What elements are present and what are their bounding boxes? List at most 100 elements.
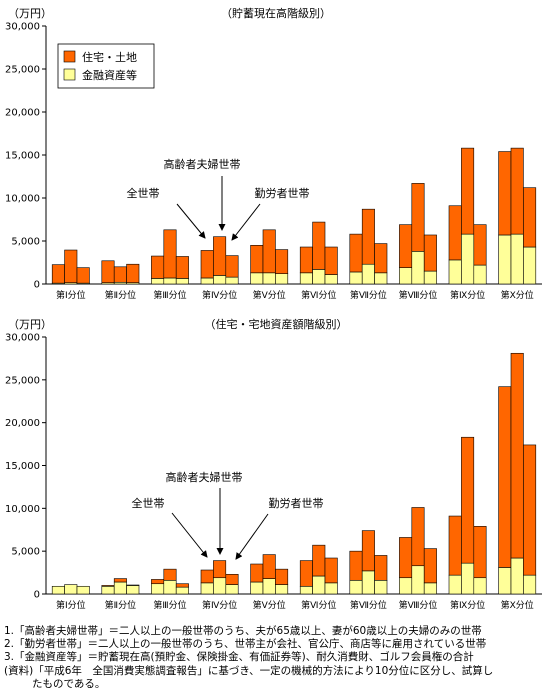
- x-tick-label: 第Ⅴ分位: [253, 599, 286, 611]
- bar-segment-housing: [175, 583, 189, 588]
- bar-segment-financial: [473, 577, 487, 595]
- bar-segment-financial: [510, 233, 524, 285]
- bar-segment-financial: [126, 585, 140, 595]
- annotation-box: [121, 185, 165, 201]
- bar-segment-financial: [498, 567, 512, 595]
- annotation-arrow: [176, 203, 206, 239]
- bar-segment-financial: [374, 579, 388, 595]
- bar-segment-financial: [175, 586, 189, 595]
- bar-segment-financial: [361, 263, 375, 285]
- bar-segment-housing: [113, 578, 127, 583]
- x-tick-label: 第Ⅳ分位: [202, 599, 237, 611]
- bar-segment-housing: [361, 208, 375, 265]
- bar-segment-housing: [225, 255, 239, 278]
- chart-housing-asset-class: （住宅・宅地資産額階級別） （万円） 0 5,000 10,000 15,000 20,00…: [5, 317, 542, 611]
- y-tick-label: 5,000: [11, 547, 40, 558]
- bar-segment-financial: [225, 584, 239, 595]
- bar-segment-financial: [523, 246, 537, 285]
- bar-segment-financial: [361, 570, 375, 595]
- x-tick-label: 第Ⅸ分位: [450, 289, 485, 301]
- annotation-label: 高齢者夫婦世帯: [166, 470, 243, 484]
- bar-segment-financial: [151, 583, 165, 595]
- bar-segment-housing: [262, 554, 276, 579]
- bar-segment-housing: [76, 267, 90, 284]
- bar-segment-housing: [349, 550, 363, 581]
- bar-segment-financial: [312, 575, 326, 595]
- bar-segment-housing: [51, 264, 65, 284]
- legend-label-housing: 住宅・土地: [82, 50, 137, 64]
- x-tick-label: 第Ⅸ分位: [450, 599, 485, 611]
- y-tick-label: 25,000: [5, 65, 40, 76]
- bar-segment-housing: [275, 568, 289, 585]
- bar-segment-housing: [262, 229, 276, 274]
- bar-segment-financial: [399, 267, 413, 285]
- annotation-label: 全世帯: [127, 186, 160, 200]
- bar-segment-housing: [213, 236, 227, 276]
- x-tick-label: 第Ⅱ分位: [105, 599, 136, 611]
- bar-segment-housing: [423, 234, 437, 272]
- bar-segment-financial: [312, 269, 326, 285]
- y-tick-label: 20,000: [5, 418, 40, 429]
- bar-segment-housing: [448, 205, 462, 261]
- bar-segment-financial: [275, 584, 289, 595]
- bar-segment-housing: [64, 249, 78, 284]
- x-tick-label: 第Ⅵ分位: [301, 289, 336, 301]
- bar-segment-housing: [399, 537, 413, 579]
- bar-segment-housing: [113, 266, 127, 283]
- annotation-box: [160, 469, 248, 485]
- bar-segment-financial: [448, 574, 462, 595]
- bar-segment-housing: [101, 260, 115, 284]
- bar-segment-housing: [523, 444, 537, 576]
- x-tick-label: 第Ⅱ分位: [105, 289, 136, 301]
- y-tick-label: 15,000: [5, 461, 40, 472]
- x-tick-label: 第Ⅶ分位: [350, 599, 387, 611]
- bar-segment-housing: [151, 579, 165, 585]
- x-tick-label: 第Ⅳ分位: [202, 289, 237, 301]
- x-tick-label: 第Ⅷ分位: [399, 599, 438, 611]
- bar-segment-housing: [423, 548, 437, 584]
- bar-segment-financial: [76, 585, 90, 595]
- bar-segment-financial: [163, 579, 177, 595]
- bar-segment-housing: [213, 560, 227, 579]
- annotation-box: [249, 185, 315, 201]
- bar-segment-housing: [448, 515, 462, 576]
- bar-segment-financial: [262, 272, 276, 285]
- y-tick-label: 30,000: [5, 333, 40, 344]
- y-tick-label: 5,000: [11, 237, 40, 248]
- y-tick-label: 0: [34, 280, 40, 291]
- bar-segment-housing: [151, 255, 165, 279]
- bar-segment-financial: [262, 578, 276, 595]
- bar-segment-financial: [250, 272, 264, 285]
- annotation-arrow: [171, 512, 208, 558]
- y-tick-label: 10,000: [5, 194, 40, 205]
- annotation-arrow: [231, 203, 261, 241]
- bar-segment-financial: [151, 278, 165, 285]
- footnote: (資料)「平成6年 全国消費実態調査報告」に基づき、一定の機械的方法により10分…: [4, 664, 494, 677]
- footnote: 2.「勤労者世帯」＝二人以上の一般世帯のうち、世帯主が会社、官公庁、商店等に雇用…: [4, 638, 487, 651]
- x-tick-label: 第Ⅲ分位: [153, 599, 186, 611]
- annotation-label: 全世帯: [132, 496, 165, 510]
- annotation-box: [126, 495, 170, 511]
- bar-segment-housing: [312, 544, 326, 577]
- annotation-label: 勤労者世帯: [255, 186, 310, 200]
- bar-segment-housing: [510, 352, 524, 559]
- footnote: たものである。: [32, 677, 106, 690]
- bar-segment-housing: [324, 557, 338, 584]
- annotation-label: 勤労者世帯: [269, 496, 324, 510]
- x-tick-label: 第Ⅰ分位: [56, 599, 86, 611]
- x-tick-label: 第Ⅴ分位: [253, 289, 286, 301]
- bar-segment-housing: [399, 224, 413, 268]
- bar-segment-housing: [312, 221, 326, 270]
- bar-segment-financial: [374, 272, 388, 285]
- legend-swatch-financial: [63, 68, 76, 81]
- bar-segment-financial: [299, 585, 313, 595]
- bar-segment-housing: [200, 250, 214, 279]
- bar-segment-housing: [361, 530, 375, 572]
- bar-segment-housing: [498, 151, 512, 236]
- legend-swatch-housing: [63, 50, 76, 63]
- bar-segment-housing: [126, 263, 140, 284]
- bar-segment-housing: [250, 245, 264, 274]
- bar-segment-housing: [163, 568, 177, 581]
- bar-segment-financial: [163, 277, 177, 285]
